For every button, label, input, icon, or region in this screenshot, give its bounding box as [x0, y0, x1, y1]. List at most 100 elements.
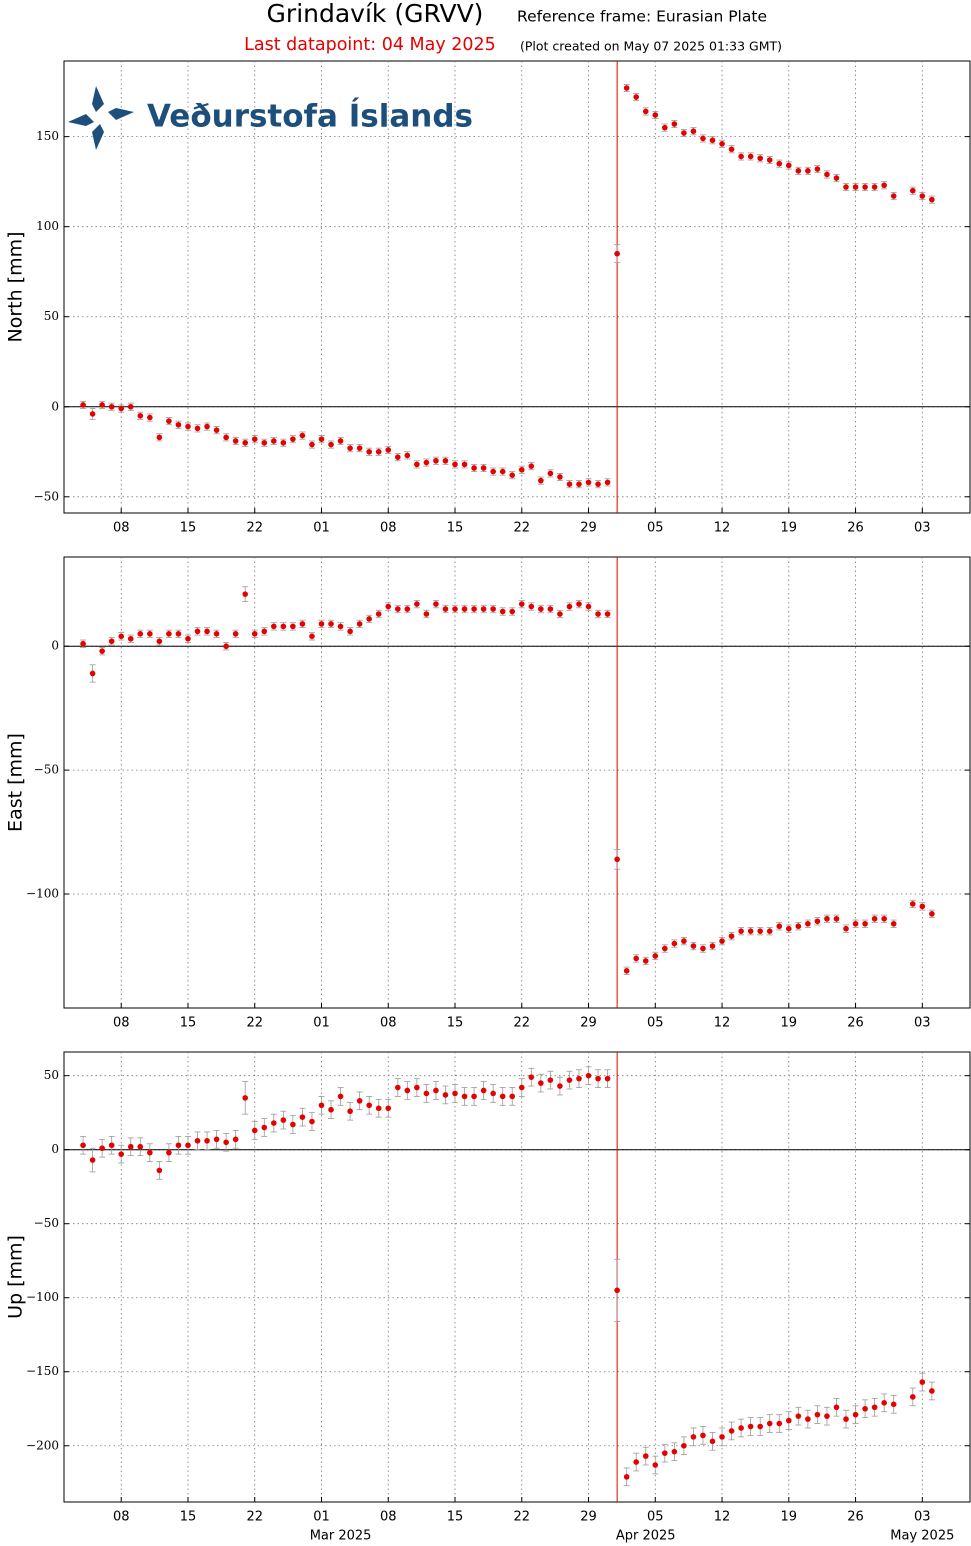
data-point — [366, 448, 372, 455]
data-point — [328, 441, 334, 448]
data-point — [671, 940, 678, 947]
data-point — [595, 611, 601, 617]
data-point — [99, 402, 105, 408]
data-point — [795, 1413, 802, 1419]
data-point — [786, 162, 792, 169]
data-point — [833, 915, 840, 922]
data-point — [385, 447, 392, 453]
data-point — [566, 603, 573, 610]
data-point — [461, 1093, 468, 1100]
x-tick-label: 22 — [513, 1016, 530, 1031]
month-label: May 2025 — [890, 1529, 954, 1544]
data-point — [728, 146, 735, 153]
data-point — [824, 1413, 830, 1419]
data-point — [595, 1075, 601, 1082]
data-point — [499, 608, 506, 615]
data-point — [356, 1098, 363, 1104]
data-point — [290, 623, 296, 630]
y-tick-label: 150 — [36, 129, 59, 143]
x-tick-label: 22 — [246, 1016, 263, 1031]
data-point — [118, 1151, 125, 1157]
data-point — [604, 479, 611, 486]
x-tick-label: 05 — [647, 1510, 664, 1525]
data-point — [452, 461, 458, 468]
x-tick-label: 15 — [180, 1510, 197, 1525]
data-point — [80, 640, 86, 647]
x-tick-label: 26 — [847, 1016, 864, 1031]
data-point — [814, 166, 821, 172]
data-point — [490, 1090, 496, 1097]
x-tick-label: 29 — [580, 1510, 597, 1525]
x-tick-label: 08 — [380, 521, 397, 536]
data-point — [538, 1080, 544, 1086]
data-point — [318, 1102, 325, 1109]
data-point — [690, 1434, 697, 1440]
data-point — [757, 155, 763, 162]
data-point — [223, 434, 229, 441]
data-point — [652, 112, 659, 118]
x-tick-label: 01 — [313, 521, 330, 536]
data-point — [719, 938, 725, 944]
data-point — [261, 1124, 268, 1131]
data-point — [700, 1432, 706, 1439]
data-point — [709, 1438, 716, 1445]
data-point — [509, 1093, 516, 1100]
data-point — [805, 920, 811, 927]
x-tick-label: 22 — [513, 1510, 530, 1525]
data-point — [108, 1142, 115, 1149]
data-point — [518, 1084, 525, 1091]
data-point — [509, 608, 516, 615]
data-point — [490, 606, 496, 612]
data-point — [366, 616, 372, 622]
plots: 08 15 22 01 08 15 22 29 05 12 19 26 03−50050100150No… — [5, 60, 971, 1544]
data-point — [204, 1138, 210, 1144]
data-point — [461, 461, 468, 468]
data-point — [585, 479, 592, 486]
data-point — [538, 477, 544, 484]
data-point — [194, 425, 201, 432]
data-point — [557, 611, 563, 617]
last-datapoint: Last datapoint: 04 May 2025 — [244, 35, 496, 55]
data-point — [471, 1093, 477, 1100]
data-point — [766, 157, 773, 163]
data-point — [528, 603, 535, 610]
data-point — [547, 1077, 554, 1083]
data-point — [757, 1423, 763, 1430]
data-point — [242, 439, 248, 446]
data-point — [833, 175, 840, 181]
data-point — [356, 621, 363, 627]
x-tick-label: 22 — [246, 1510, 263, 1525]
data-point — [538, 606, 544, 612]
data-point — [738, 153, 744, 160]
data-point — [471, 606, 477, 612]
data-point — [585, 603, 592, 610]
data-point — [118, 633, 125, 640]
data-point — [337, 623, 344, 630]
data-point — [814, 918, 821, 925]
data-point — [776, 923, 783, 930]
data-point — [375, 1105, 382, 1112]
data-point — [185, 635, 191, 642]
data-point — [585, 1072, 592, 1079]
data-point — [528, 1074, 535, 1080]
x-tick-label: 19 — [781, 1510, 798, 1525]
data-point — [642, 958, 649, 964]
data-point — [862, 1405, 868, 1412]
data-point — [337, 1093, 344, 1100]
data-point — [557, 1083, 563, 1089]
data-point — [518, 601, 525, 607]
data-point — [414, 1084, 420, 1091]
logo-text: Veðurstofa Íslands — [147, 99, 473, 135]
data-point — [232, 631, 239, 637]
data-point — [824, 171, 830, 178]
data-point — [919, 903, 926, 910]
data-point — [166, 1149, 172, 1156]
data-point — [166, 418, 172, 424]
x-tick-label: 08 — [113, 521, 130, 536]
data-point — [242, 1095, 248, 1101]
data-point — [681, 130, 687, 136]
x-tick-label: 01 — [313, 1510, 330, 1525]
x-tick-label: 05 — [647, 1016, 664, 1031]
data-point — [557, 474, 563, 480]
data-point — [452, 606, 458, 612]
